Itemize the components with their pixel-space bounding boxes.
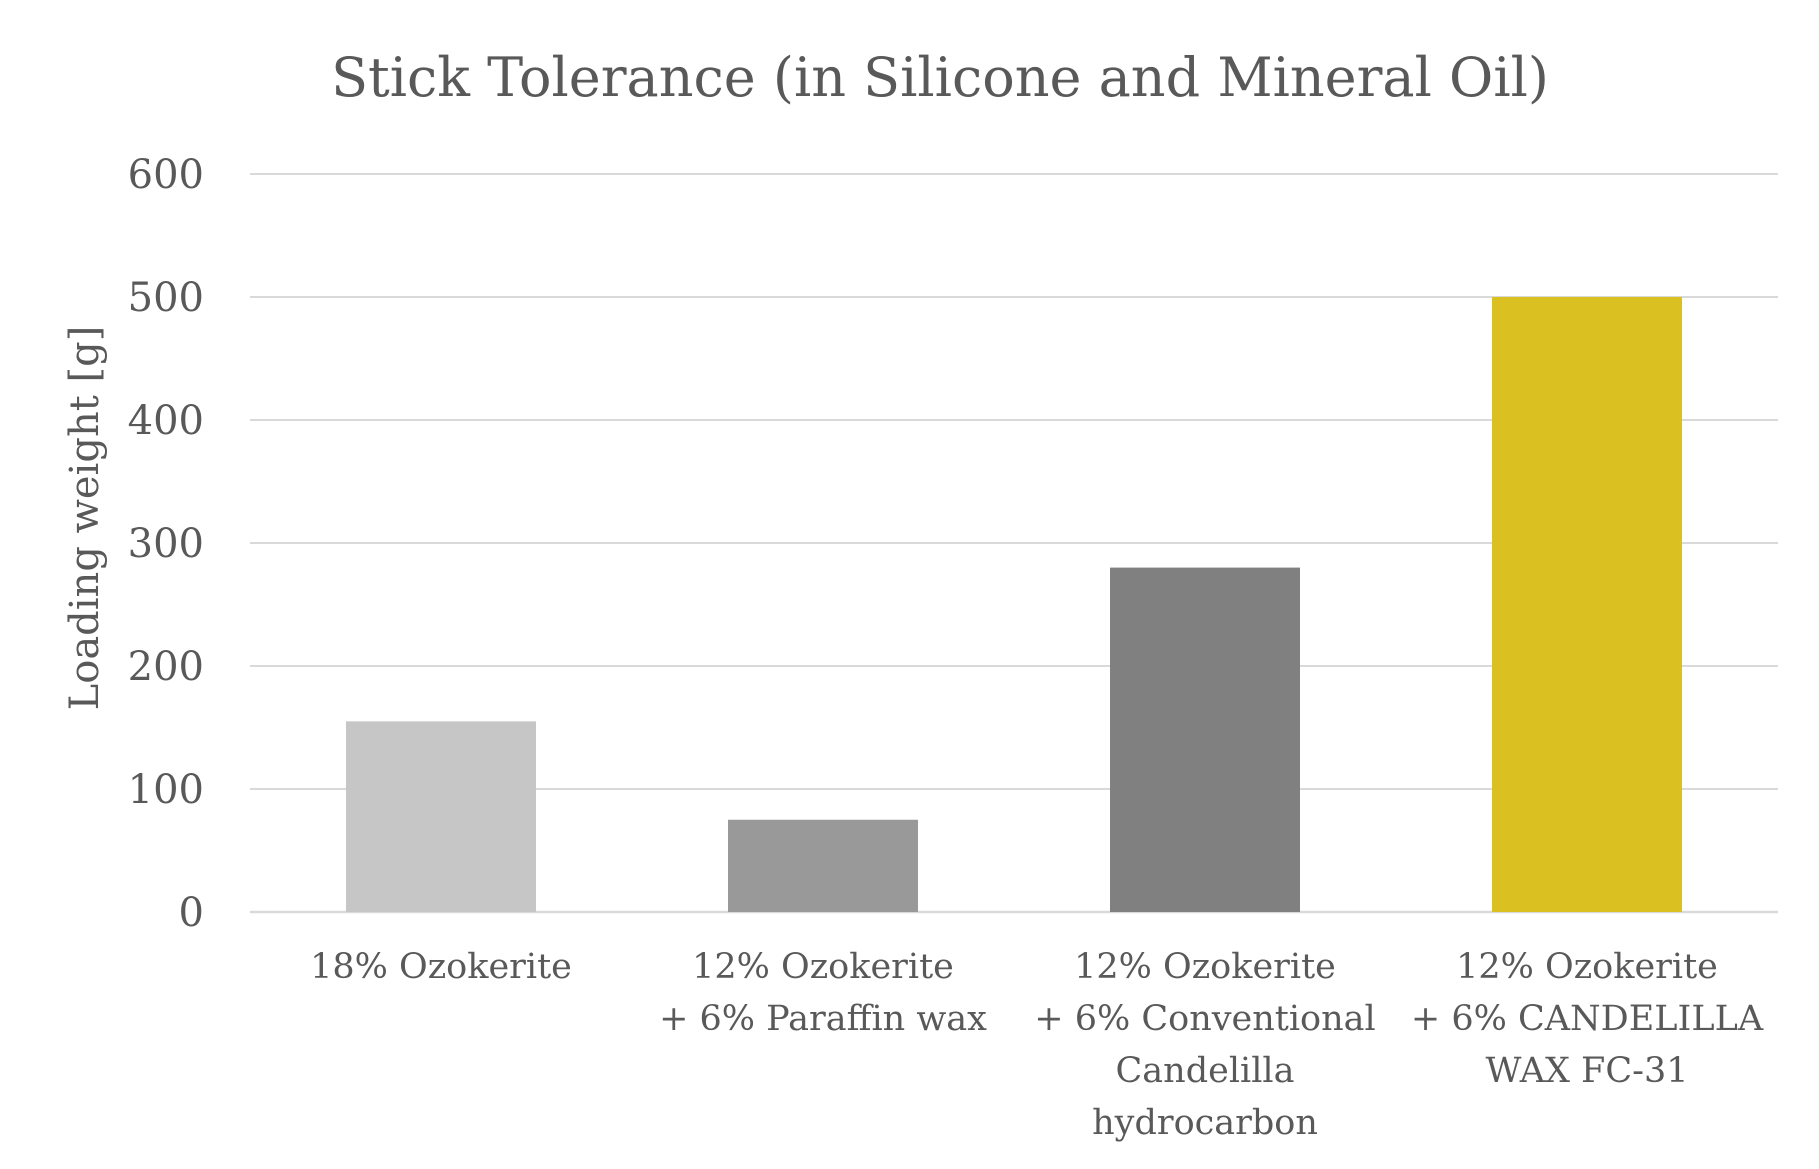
category-label-line: 18% Ozokerite — [310, 947, 572, 987]
y-tick-label: 400 — [128, 398, 204, 444]
category-label-3: 12% Ozokerite + 6% Conventional Candelilla… — [1034, 947, 1375, 1143]
bar-4 — [1492, 297, 1682, 912]
bars — [346, 297, 1682, 912]
category-label-line: + 6% Conventional — [1034, 999, 1375, 1039]
y-tick-label: 200 — [128, 644, 204, 690]
category-label-line: 12% Ozokerite — [1456, 947, 1718, 987]
category-label-line: hydrocarbon — [1092, 1103, 1318, 1143]
y-tick-label: 500 — [128, 275, 204, 321]
category-label-line: Candelilla — [1116, 1051, 1295, 1091]
category-labels: 18% Ozokerite 12% Ozokerite + 6% Paraffin … — [310, 947, 1764, 1143]
y-tick-label: 100 — [128, 767, 204, 813]
y-axis-label: Loading weight [g] — [62, 326, 108, 711]
chart-title: Stick Tolerance (in Silicone and Mineral… — [331, 46, 1549, 109]
category-label-line: 12% Ozokerite — [1074, 947, 1336, 987]
y-tick-labels: 0 100 200 300 400 500 600 — [128, 152, 204, 936]
category-label-2: 12% Ozokerite + 6% Paraffin wax — [659, 947, 987, 1039]
category-label-4: 12% Ozokerite + 6% CANDELILLA WAX FC-31 — [1411, 947, 1764, 1091]
category-label-line: + 6% CANDELILLA — [1411, 999, 1764, 1039]
bar-2 — [728, 819, 918, 912]
category-label-line: 12% Ozokerite — [692, 947, 954, 987]
category-label-line: WAX FC-31 — [1486, 1051, 1689, 1091]
category-label-1: 18% Ozokerite — [310, 947, 572, 987]
category-label-line: + 6% Paraffin wax — [659, 999, 987, 1039]
y-tick-label: 600 — [128, 152, 204, 198]
bar-1 — [346, 721, 536, 912]
y-tick-label: 0 — [179, 890, 204, 936]
bar-3 — [1110, 567, 1300, 912]
y-tick-label: 300 — [128, 521, 204, 567]
